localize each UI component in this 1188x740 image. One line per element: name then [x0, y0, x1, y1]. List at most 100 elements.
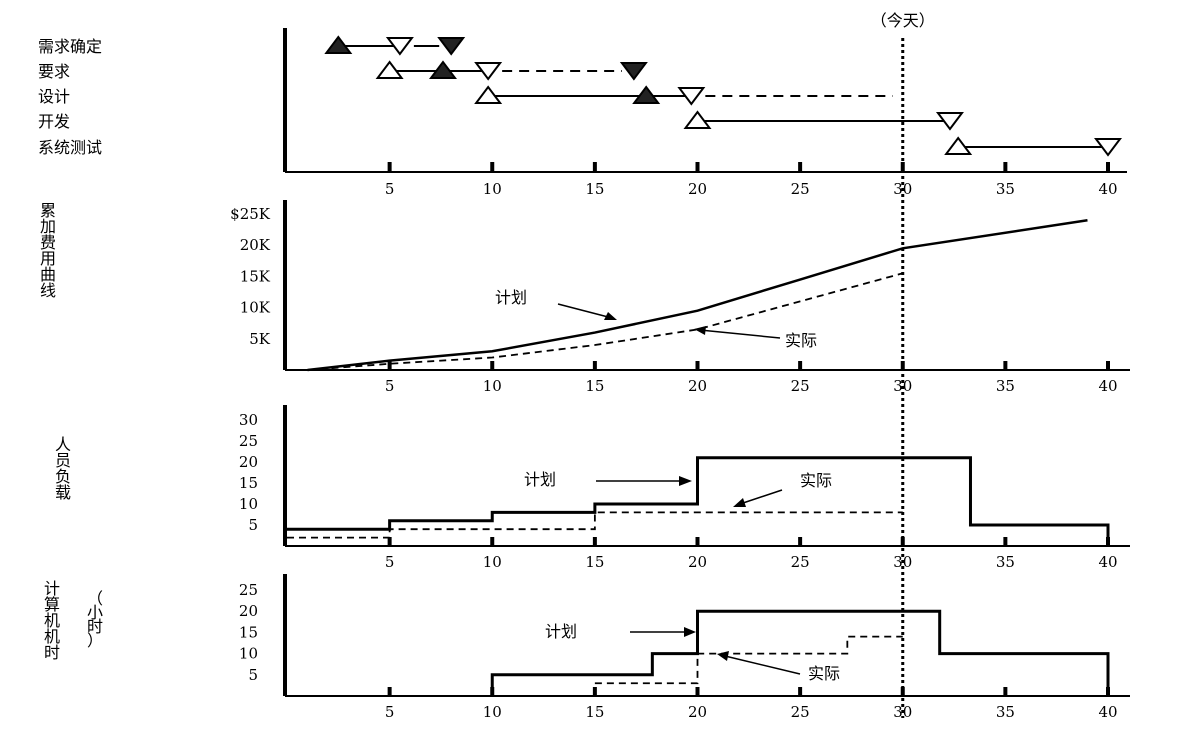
milestone-actual-start-triangle: [428, 60, 457, 79]
cpu-actual-arrow: [724, 655, 801, 675]
cpu-x-tick-label: 15: [585, 703, 604, 721]
cost-actual-arrowhead: [694, 326, 706, 335]
staff-series-plan: [287, 456, 1110, 546]
cpu-plan-label: 计划: [545, 622, 577, 641]
cost-y-axis-label-char: 线: [40, 281, 56, 300]
cpu-y-axis-label-char: 算: [44, 595, 60, 614]
cpu-y-axis-label-char: 时: [44, 643, 60, 662]
gantt-x-tick-label: 20: [688, 180, 707, 198]
gantt-x-tick-label: 15: [585, 180, 604, 198]
cpu-actual-label: 实际: [808, 664, 840, 683]
gantt-x-tick-label: 25: [791, 180, 810, 198]
cost-y-axis-label-char: 用: [40, 249, 56, 268]
cpu-y-axis-label-char: 机: [44, 611, 60, 630]
milestone-start-triangle: [944, 136, 973, 155]
cost-y-tick-label: 15K: [240, 267, 271, 285]
staff-x-tick-label: 20: [688, 553, 707, 571]
gantt-x-tick-label: 5: [385, 180, 395, 198]
staff-x-tick-label: 15: [585, 553, 604, 571]
cost-x-tick-label: 5: [385, 377, 395, 395]
task-label: 要求: [38, 62, 70, 81]
cost-x-tick-label: 15: [585, 377, 604, 395]
cpu-y-axis-label-char: 计: [44, 579, 60, 598]
milestone-start-triangle: [474, 85, 503, 104]
cost-y-tick-label: 20K: [240, 236, 271, 254]
task-label: 开发: [38, 112, 70, 131]
cpu-y-tick-label: 20: [239, 602, 258, 620]
staff-y-tick-label: 5: [248, 516, 258, 534]
cost-series-actual: [307, 272, 903, 371]
cpu-y-tick-label: 25: [239, 581, 258, 599]
milestone-actual-start-triangle: [632, 85, 661, 104]
cpu-y-axis-unit-char: 时: [87, 617, 103, 636]
cost-x-tick-label: 25: [791, 377, 810, 395]
milestone-end-triangle: [474, 62, 503, 81]
staff-y-axis-label-char: 载: [55, 483, 71, 502]
cost-y-tick-label: 5K: [249, 330, 271, 348]
cost-plan-arrow: [557, 303, 613, 319]
staff-actual-arrowhead: [733, 498, 746, 507]
staff-y-axis-label-char: 员: [55, 451, 71, 470]
gantt-x-tick-label: 40: [1098, 180, 1117, 198]
cpu-x-tick-label: 25: [791, 703, 810, 721]
cost-x-tick-label: 10: [483, 377, 502, 395]
milestone-end-triangle: [935, 112, 964, 131]
staff-y-axis-label-char: 人: [55, 435, 71, 454]
cpu-x-tick-label: 5: [385, 703, 395, 721]
cpu-x-tick-label: 20: [688, 703, 707, 721]
milestone-end-triangle: [677, 87, 706, 106]
cpu-y-axis-unit-char: 小: [87, 603, 103, 622]
task-label: 设计: [38, 87, 70, 106]
staff-y-tick-label: 15: [239, 474, 258, 492]
cost-y-tick-label: $25K: [230, 205, 271, 223]
milestone-end-triangle: [1094, 138, 1122, 157]
staff-x-tick-label: 25: [791, 553, 810, 571]
cpu-y-axis-label-char: 机: [44, 627, 60, 646]
milestone-start-triangle: [683, 110, 712, 129]
staff-y-tick-label: 25: [239, 432, 258, 450]
cpu-series-actual: [594, 635, 903, 685]
cpu-x-tick-label: 30: [893, 703, 912, 721]
staff-x-tick-label: 30: [893, 553, 912, 571]
cost-actual-arrow: [699, 329, 781, 339]
cpu-y-tick-label: 5: [248, 666, 258, 684]
cost-x-tick-label: 30: [893, 377, 912, 395]
cpu-series-plan: [490, 609, 1110, 696]
cost-y-axis-label-char: 费: [40, 233, 56, 252]
cpu-x-tick-label: 10: [483, 703, 502, 721]
staff-y-axis-label-char: 负: [55, 467, 71, 486]
task-label: 系统测试: [38, 138, 102, 157]
cpu-y-tick-label: 15: [239, 623, 258, 641]
cost-plan-arrowhead: [604, 312, 617, 320]
staff-actual-arrow: [739, 489, 783, 505]
cpu-y-axis-unit-char: ）: [87, 631, 103, 650]
milestone-start-triangle: [375, 60, 404, 79]
cpu-plan-arrowhead: [684, 627, 696, 637]
cpu-y-axis-unit-char: （: [87, 589, 103, 608]
cost-series-plan: [307, 219, 1088, 372]
staff-x-tick-label: 5: [385, 553, 395, 571]
staff-actual-label: 实际: [800, 471, 832, 490]
milestone-end-triangle: [385, 37, 414, 56]
cost-x-tick-label: 35: [996, 377, 1015, 395]
cost-y-axis-label-char: 曲: [40, 265, 56, 284]
cpu-x-tick-label: 40: [1098, 703, 1117, 721]
cost-x-tick-label: 20: [688, 377, 707, 395]
staff-plan-label: 计划: [524, 470, 556, 489]
staff-y-tick-label: 20: [239, 453, 258, 471]
staff-x-tick-label: 40: [1098, 553, 1117, 571]
milestone-actual-end-triangle: [437, 37, 466, 56]
staff-series-actual: [287, 511, 903, 539]
cpu-y-axis-unit: （小时）: [87, 589, 103, 650]
staff-y-tick-label: 10: [239, 495, 258, 513]
cpu-x-tick-label: 35: [996, 703, 1015, 721]
staff-x-tick-label: 10: [483, 553, 502, 571]
cost-y-axis-label-char: 累: [40, 201, 56, 220]
milestone-actual-end-triangle: [619, 62, 648, 81]
milestone-start-triangle: [324, 35, 353, 54]
cost-x-tick-label: 40: [1098, 377, 1117, 395]
staff-x-tick-label: 35: [996, 553, 1015, 571]
